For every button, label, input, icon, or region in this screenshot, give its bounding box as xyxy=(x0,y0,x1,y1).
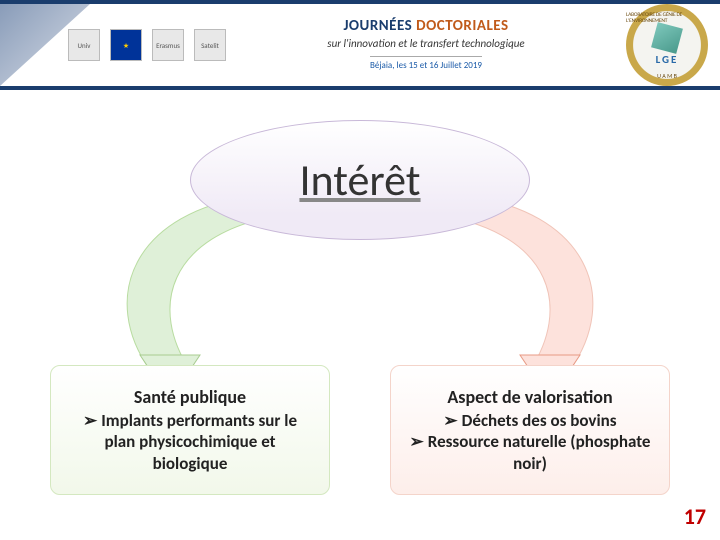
triangle-bullet-icon: ➢ xyxy=(443,410,457,431)
lge-badge: LABORATOIRE DE GÉNIE DE L'ENVIRONNEMENT … xyxy=(626,4,708,86)
header-subtitle: sur l'innovation et le transfert technol… xyxy=(226,37,626,50)
box-right-bullet-0: ➢Déchets des os bovins xyxy=(407,410,653,431)
logo-erasmus: Erasmus xyxy=(152,29,184,61)
box-right-bullet-0-text: Déchets des os bovins xyxy=(462,410,617,431)
header-date: Béjaia, les 15 et 16 Juillet 2019 xyxy=(370,56,482,71)
box-left-bullet-0-text: Implants performants sur le plan physico… xyxy=(101,410,297,474)
header-banner: Univ ★ Erasmus Satelit JOURNÉES DOCTORIA… xyxy=(0,0,720,90)
logo-satelit: Satelit xyxy=(194,29,226,61)
center-title: Intérêt xyxy=(299,153,420,207)
center-ellipse: Intérêt xyxy=(190,120,530,240)
box-left-title: Santé publique xyxy=(67,386,313,408)
diagram-area: Intérêt Santé publique ➢Implants perform… xyxy=(0,90,720,540)
logo-strip: Univ ★ Erasmus Satelit xyxy=(68,29,226,61)
title-part-b: DOCTORIALES xyxy=(416,17,508,35)
box-left-bullet-0: ➢Implants performants sur le plan physic… xyxy=(67,410,313,474)
lge-name: LGE xyxy=(656,53,679,66)
lge-arc-text: LABORATOIRE DE GÉNIE DE L'ENVIRONNEMENT xyxy=(626,12,708,24)
title-part-a: JOURNÉES xyxy=(343,17,416,35)
triangle-bullet-icon: ➢ xyxy=(83,410,97,431)
box-left: Santé publique ➢Implants performants sur… xyxy=(50,365,330,495)
logo-eu: ★ xyxy=(110,29,142,61)
header-center: JOURNÉES DOCTORIALES sur l'innovation et… xyxy=(226,17,626,73)
triangle-bullet-icon: ➢ xyxy=(410,431,424,452)
lge-sub: U A M B xyxy=(657,72,677,80)
box-right: Aspect de valorisation ➢Déchets des os b… xyxy=(390,365,670,495)
box-right-bullet-1-text: Ressource naturelle (phosphate noir) xyxy=(428,431,651,473)
box-right-bullet-1: ➢Ressource naturelle (phosphate noir) xyxy=(407,431,653,474)
header-title: JOURNÉES DOCTORIALES xyxy=(226,17,626,35)
lge-cube-icon xyxy=(651,22,683,54)
box-right-title: Aspect de valorisation xyxy=(407,386,653,408)
logo-univ: Univ xyxy=(68,29,100,61)
